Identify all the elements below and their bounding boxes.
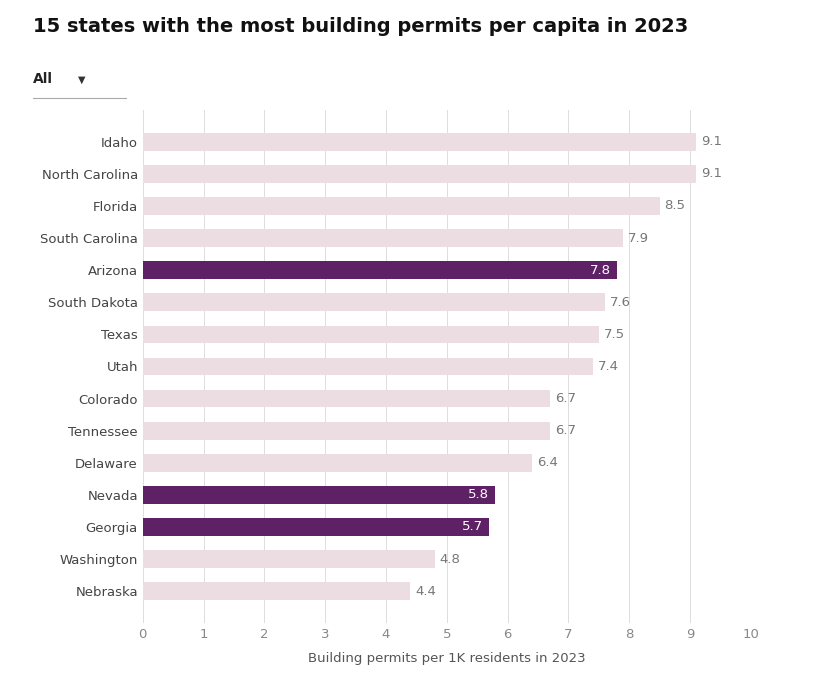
Bar bbox=[143, 262, 617, 279]
X-axis label: Building permits per 1K residents in 2023: Building permits per 1K residents in 202… bbox=[308, 652, 586, 665]
Bar bbox=[143, 518, 490, 536]
Text: 7.8: 7.8 bbox=[590, 264, 611, 277]
Text: 6.7: 6.7 bbox=[555, 392, 576, 405]
Bar bbox=[143, 229, 623, 247]
Bar bbox=[143, 325, 599, 343]
Text: 9.1: 9.1 bbox=[701, 135, 722, 148]
Bar bbox=[143, 165, 696, 183]
Text: 5.7: 5.7 bbox=[462, 521, 483, 534]
Text: 4.4: 4.4 bbox=[415, 585, 436, 598]
Text: 4.8: 4.8 bbox=[440, 553, 460, 566]
Text: 15 states with the most building permits per capita in 2023: 15 states with the most building permits… bbox=[33, 17, 688, 36]
Text: 7.9: 7.9 bbox=[628, 232, 649, 245]
Text: 6.4: 6.4 bbox=[537, 456, 557, 469]
Text: 8.5: 8.5 bbox=[664, 199, 685, 212]
Text: ▼: ▼ bbox=[78, 75, 85, 85]
Bar bbox=[143, 550, 435, 568]
Bar bbox=[143, 133, 696, 151]
Bar bbox=[143, 358, 592, 375]
Bar bbox=[143, 454, 532, 471]
Bar bbox=[143, 293, 605, 311]
Text: 7.6: 7.6 bbox=[610, 296, 631, 309]
Bar bbox=[143, 422, 550, 440]
Bar bbox=[143, 486, 495, 503]
Text: 5.8: 5.8 bbox=[468, 488, 490, 501]
Text: All: All bbox=[33, 72, 53, 86]
Bar bbox=[143, 390, 550, 408]
Text: 7.5: 7.5 bbox=[604, 328, 625, 341]
Text: 7.4: 7.4 bbox=[597, 360, 619, 373]
Text: 9.1: 9.1 bbox=[701, 167, 722, 180]
Bar bbox=[143, 197, 659, 215]
Text: 6.7: 6.7 bbox=[555, 424, 576, 437]
Bar bbox=[143, 582, 410, 600]
